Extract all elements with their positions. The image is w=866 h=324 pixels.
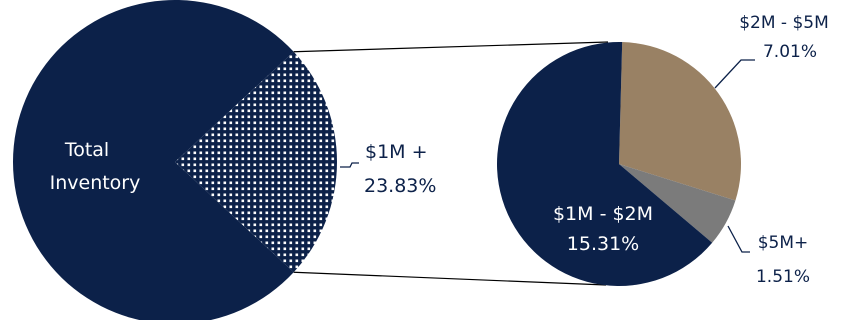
label-5m-plus: $5M+	[758, 233, 809, 253]
pie-slice-2m-5m	[619, 42, 742, 201]
label-2m-5m: $2M - $5M	[739, 13, 829, 33]
label-total-inventory-line2: Inventory	[50, 172, 141, 194]
leader-line-5m-plus	[727, 225, 750, 253]
leader-line-2m-5m	[714, 59, 755, 89]
label-1m-plus: $1M +	[365, 141, 428, 163]
leader-line-1m-plus	[340, 162, 359, 168]
pie-slice-total-inventory	[12, 0, 294, 324]
pie-slice-1m-plus	[175, 51, 337, 273]
pie-slice-5m-plus	[619, 164, 736, 243]
value-1m-plus: 23.83%	[364, 175, 436, 197]
value-2m-5m: 7.01%	[763, 42, 817, 62]
value-5m-plus: 1.51%	[756, 267, 810, 287]
connector-line-top	[293, 41, 609, 53]
label-total-inventory-line1: Total	[64, 139, 109, 161]
value-1m-2m: 15.31%	[567, 233, 639, 255]
label-1m-2m: $1M - $2M	[553, 203, 653, 225]
connector-line-bottom	[293, 271, 607, 286]
pie-slice-1m-2m	[497, 41, 713, 286]
